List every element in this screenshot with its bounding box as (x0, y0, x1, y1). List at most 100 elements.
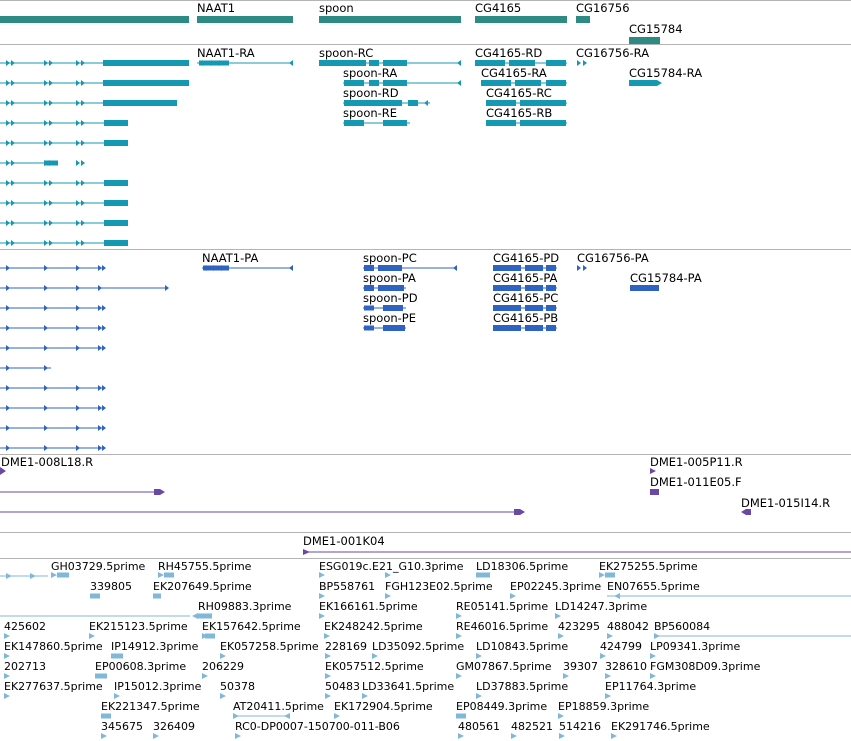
est-feature[interactable] (559, 733, 565, 739)
est-feature[interactable] (385, 572, 391, 578)
exon-block[interactable] (203, 265, 229, 271)
strand-arrow-right[interactable] (76, 60, 80, 66)
exon-block[interactable] (383, 305, 403, 311)
strand-arrow-right[interactable] (497, 285, 501, 291)
exon-block[interactable] (546, 120, 566, 126)
est-feature[interactable] (95, 673, 107, 679)
exon-block[interactable] (378, 285, 404, 291)
strand-arrow-right[interactable] (76, 120, 80, 126)
est-feature[interactable] (476, 693, 482, 699)
strand-arrow-right[interactable] (81, 200, 85, 206)
strand-arrow-right[interactable] (98, 385, 102, 391)
exon-block[interactable] (546, 80, 566, 86)
strand-arrow-left[interactable] (203, 265, 207, 271)
exon-block[interactable] (369, 80, 379, 86)
strand-arrow-right[interactable] (6, 160, 10, 166)
exon-block[interactable] (44, 160, 58, 166)
exon-block[interactable] (103, 100, 177, 106)
strand-arrow-right[interactable] (6, 385, 10, 391)
strand-arrow-right[interactable] (81, 180, 85, 186)
strand-arrow-right[interactable] (583, 265, 587, 271)
est-feature[interactable] (563, 673, 569, 679)
exon-block[interactable] (344, 80, 364, 86)
strand-arrow-right[interactable] (583, 60, 587, 66)
est-feature[interactable] (456, 673, 462, 679)
exon-block[interactable] (629, 80, 662, 86)
exon-block[interactable] (546, 265, 556, 271)
est-feature[interactable] (456, 713, 466, 719)
exon-block[interactable] (364, 265, 374, 271)
strand-arrow-right[interactable] (44, 240, 48, 246)
strand-arrow-right[interactable] (44, 100, 48, 106)
est-feature[interactable] (325, 653, 331, 659)
est-feature[interactable] (51, 572, 57, 578)
strand-arrow-right[interactable] (102, 445, 106, 451)
exon-block[interactable] (509, 60, 535, 66)
est-feature[interactable] (362, 693, 368, 699)
strand-arrow-right[interactable] (81, 220, 85, 226)
strand-arrow-right[interactable] (528, 285, 532, 291)
strand-arrow-right[interactable] (76, 445, 80, 451)
clone-end-marker[interactable] (154, 489, 165, 495)
strand-arrow-right[interactable] (49, 100, 53, 106)
strand-arrow-right[interactable] (44, 80, 48, 86)
strand-arrow-right[interactable] (76, 425, 80, 431)
strand-arrow-right[interactable] (44, 385, 48, 391)
exon-block[interactable] (493, 265, 521, 271)
exon-block[interactable] (520, 100, 546, 106)
exon-block[interactable] (369, 60, 379, 66)
clone-end-marker[interactable] (0, 467, 6, 475)
exon-block[interactable] (546, 325, 556, 331)
strand-arrow-right[interactable] (577, 265, 581, 271)
est-feature[interactable] (101, 733, 107, 739)
est-feature[interactable] (6, 573, 12, 579)
strand-arrow-right[interactable] (44, 285, 48, 291)
exon-block[interactable] (475, 60, 505, 66)
exon-block[interactable] (104, 140, 128, 146)
exon-block[interactable] (364, 305, 374, 311)
strand-arrow-right[interactable] (98, 285, 102, 291)
est-feature[interactable] (456, 633, 462, 639)
est-feature[interactable] (325, 673, 331, 679)
strand-arrow-right[interactable] (6, 60, 10, 66)
strand-arrow-right[interactable] (497, 305, 501, 311)
strand-arrow-right[interactable] (6, 265, 10, 271)
exon-block[interactable] (344, 120, 364, 126)
gene-feature[interactable] (319, 16, 461, 23)
strand-arrow-right[interactable] (98, 265, 102, 271)
exon-block[interactable] (493, 325, 521, 331)
strand-arrow-right[interactable] (76, 385, 80, 391)
strand-arrow-right[interactable] (6, 345, 10, 351)
strand-arrow-right[interactable] (49, 60, 53, 66)
exon-block[interactable] (103, 80, 189, 86)
strand-arrow-right[interactable] (44, 120, 48, 126)
clone-end-marker[interactable] (514, 509, 525, 515)
strand-arrow-right[interactable] (49, 140, 53, 146)
strand-arrow-right[interactable] (528, 325, 532, 331)
clone-end-marker[interactable] (741, 509, 751, 515)
strand-arrow-right[interactable] (6, 80, 10, 86)
strand-arrow-right[interactable] (76, 80, 80, 86)
strand-arrow-right[interactable] (44, 325, 48, 331)
strand-arrow-right[interactable] (6, 365, 10, 371)
exon-block[interactable] (104, 200, 128, 206)
est-feature[interactable] (284, 713, 290, 719)
est-feature[interactable] (650, 653, 656, 659)
strand-arrow-right[interactable] (49, 200, 53, 206)
strand-arrow-right[interactable] (44, 445, 48, 451)
exon-block[interactable] (525, 305, 543, 311)
strand-arrow-right[interactable] (479, 60, 483, 66)
strand-arrow-right[interactable] (11, 80, 15, 86)
est-feature[interactable] (153, 593, 161, 599)
strand-arrow-right[interactable] (98, 445, 102, 451)
est-feature[interactable] (57, 572, 69, 578)
strand-arrow-right[interactable] (49, 220, 53, 226)
est-feature[interactable] (319, 572, 325, 578)
exon-block[interactable] (364, 325, 374, 331)
strand-arrow-right[interactable] (513, 60, 517, 66)
strand-arrow-right[interactable] (76, 160, 80, 166)
est-feature[interactable] (476, 653, 482, 659)
exon-block[interactable] (104, 220, 128, 226)
exon-block[interactable] (546, 60, 566, 66)
strand-arrow-left[interactable] (424, 100, 428, 106)
